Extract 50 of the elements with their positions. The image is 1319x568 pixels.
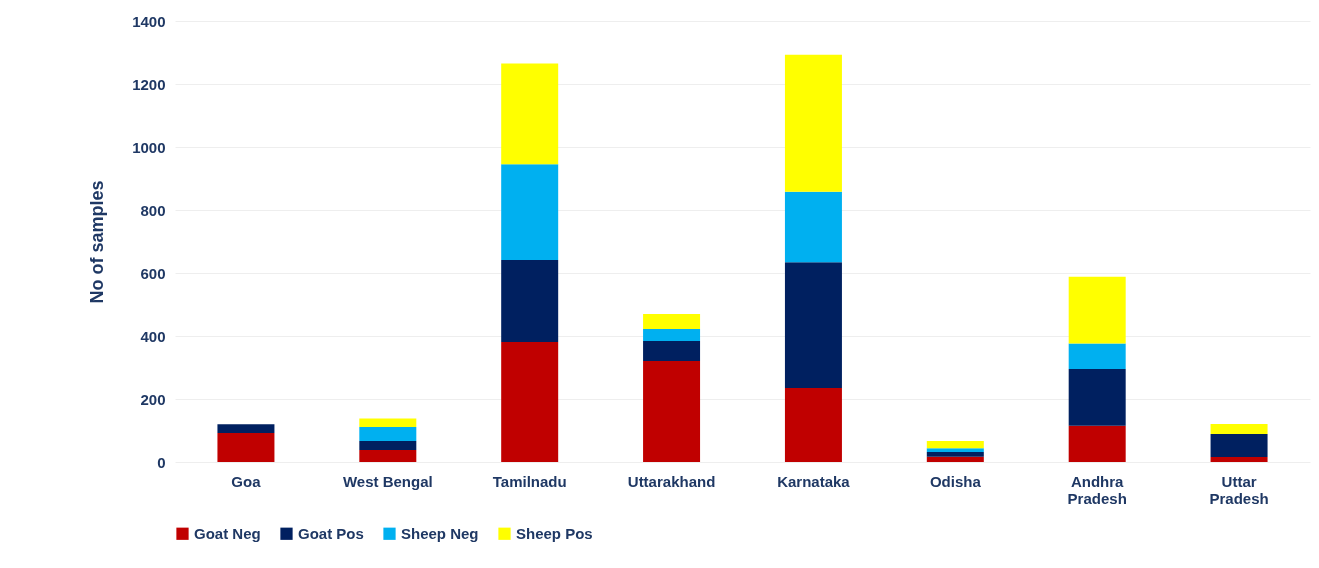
- bar: [359, 427, 417, 441]
- legend-label: Goat Neg: [194, 524, 261, 542]
- bar: [359, 450, 417, 462]
- bar: [643, 313, 701, 330]
- bar: [784, 262, 842, 388]
- y-tick-label: 1200: [132, 75, 166, 93]
- x-tick-label: Uttarakhand: [627, 472, 716, 490]
- bar: [643, 341, 701, 361]
- legend-label: Sheep Pos: [516, 524, 593, 542]
- y-tick-label: 0: [157, 453, 166, 471]
- bar: [501, 164, 559, 261]
- x-tick-label: Uttar Pradesh: [1209, 472, 1269, 507]
- bar: [1210, 456, 1268, 462]
- bar: [1210, 423, 1268, 434]
- x-tick-label: West Bengal: [342, 472, 433, 490]
- bar: [784, 191, 842, 263]
- x-tick-label: Tamilnadu: [492, 472, 567, 490]
- bar: [926, 440, 984, 449]
- y-tick-label: 1000: [132, 138, 166, 156]
- y-tick-label: 200: [140, 390, 166, 408]
- bar: [926, 448, 984, 452]
- bar: [643, 329, 701, 342]
- y-tick-label: 1400: [132, 12, 166, 30]
- bar: [926, 451, 984, 457]
- bar: [926, 456, 984, 462]
- bar: [643, 360, 701, 462]
- x-tick-label: Andhra Pradesh: [1067, 472, 1127, 507]
- bar: [501, 260, 559, 342]
- bar: [1068, 369, 1126, 426]
- y-axis-title: No of samples: [87, 180, 108, 304]
- y-tick-label: 400: [140, 327, 166, 345]
- bar: [1068, 343, 1126, 370]
- bar: [359, 440, 417, 451]
- bar: [501, 63, 559, 165]
- bar: [217, 424, 275, 434]
- legend-label: Sheep Neg: [401, 524, 479, 542]
- bar: [1068, 425, 1126, 462]
- y-tick-label: 600: [140, 264, 166, 282]
- legend-label: Goat Pos: [298, 524, 364, 542]
- y-tick-label: 800: [140, 201, 166, 219]
- x-tick-label: Goa: [231, 472, 262, 490]
- bar: [217, 433, 275, 462]
- x-tick-label: Odisha: [929, 472, 982, 490]
- bar: [1210, 433, 1268, 457]
- bar: [1068, 276, 1126, 344]
- bar: [784, 54, 842, 192]
- x-tick-label: Karnataka: [777, 472, 851, 490]
- bar: [359, 418, 417, 428]
- bar: [784, 387, 842, 462]
- bar: [501, 341, 559, 462]
